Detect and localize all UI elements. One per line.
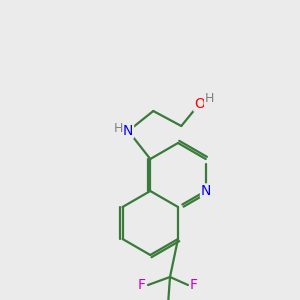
Text: O: O [194,97,205,111]
Text: N: N [123,124,134,138]
Text: F: F [190,278,198,292]
Text: F: F [138,278,146,292]
Text: N: N [200,184,211,198]
Text: H: H [114,122,123,134]
Text: H: H [205,92,214,106]
